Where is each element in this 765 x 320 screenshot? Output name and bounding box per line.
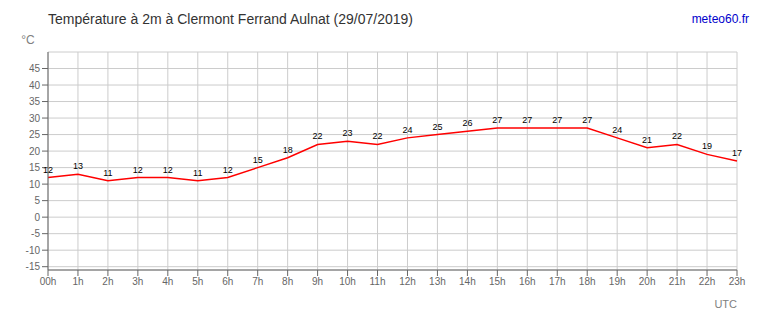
svg-text:7h: 7h [252,276,263,287]
svg-text:35: 35 [29,96,41,107]
svg-text:15: 15 [29,162,41,173]
svg-text:00h: 00h [40,276,57,287]
html-text:meteo60.fr: meteo60.fr [691,12,749,26]
svg-text:40: 40 [29,80,41,91]
svg-text:12: 12 [133,165,143,175]
svg-text:22: 22 [672,131,682,141]
svg-text:23h: 23h [729,276,746,287]
svg-text:15: 15 [253,155,263,165]
svg-text:26: 26 [462,118,472,128]
svg-text:12h: 12h [399,276,416,287]
svg-text:°C: °C [21,33,35,47]
svg-text:10h: 10h [339,276,356,287]
svg-text:17h: 17h [549,276,566,287]
svg-text:25: 25 [432,122,442,132]
svg-text:13: 13 [73,161,83,171]
svg-text:16h: 16h [519,276,536,287]
svg-text:-5: -5 [31,228,40,239]
svg-text:12: 12 [43,165,53,175]
svg-text:5h: 5h [192,276,203,287]
svg-text:27: 27 [582,115,592,125]
svg-text:8h: 8h [282,276,293,287]
svg-text:10: 10 [29,179,41,190]
html-text:Température à 2m à Clermont Fe: Température à 2m à Clermont Ferrand Auln… [48,11,413,27]
svg-text:24: 24 [612,125,622,135]
svg-text:27: 27 [522,115,532,125]
svg-text:21h: 21h [669,276,686,287]
svg-text:25: 25 [29,129,41,140]
svg-text:3h: 3h [132,276,143,287]
svg-text:22h: 22h [699,276,716,287]
svg-text:2h: 2h [102,276,113,287]
svg-text:20h: 20h [639,276,656,287]
svg-text:4h: 4h [162,276,173,287]
svg-text:11: 11 [103,168,112,178]
svg-text:21: 21 [642,135,652,145]
svg-text:18h: 18h [579,276,596,287]
svg-text:12: 12 [163,165,173,175]
svg-text:1h: 1h [72,276,83,287]
svg-text:12: 12 [223,165,233,175]
svg-text:19h: 19h [609,276,626,287]
svg-text:15h: 15h [489,276,506,287]
svg-text:6h: 6h [222,276,233,287]
svg-text:22: 22 [373,131,383,141]
svg-text:27: 27 [492,115,502,125]
svg-text:5: 5 [34,195,40,206]
svg-text:17: 17 [732,148,742,158]
svg-text:45: 45 [29,63,41,74]
svg-text:-10: -10 [26,245,41,256]
svg-text:0: 0 [34,212,40,223]
svg-text:19: 19 [702,141,712,151]
svg-text:14h: 14h [459,276,476,287]
svg-text:11: 11 [193,168,202,178]
svg-text:9h: 9h [312,276,323,287]
svg-text:20: 20 [29,146,41,157]
svg-text:11h: 11h [370,276,386,287]
svg-text:-15: -15 [26,261,41,272]
svg-text:30: 30 [29,113,41,124]
svg-text:27: 27 [552,115,562,125]
svg-text:13h: 13h [429,276,446,287]
svg-text:18: 18 [283,145,293,155]
svg-text:22: 22 [313,131,323,141]
svg-text:UTC: UTC [714,298,737,308]
svg-text:23: 23 [343,128,353,138]
svg-text:24: 24 [402,125,412,135]
